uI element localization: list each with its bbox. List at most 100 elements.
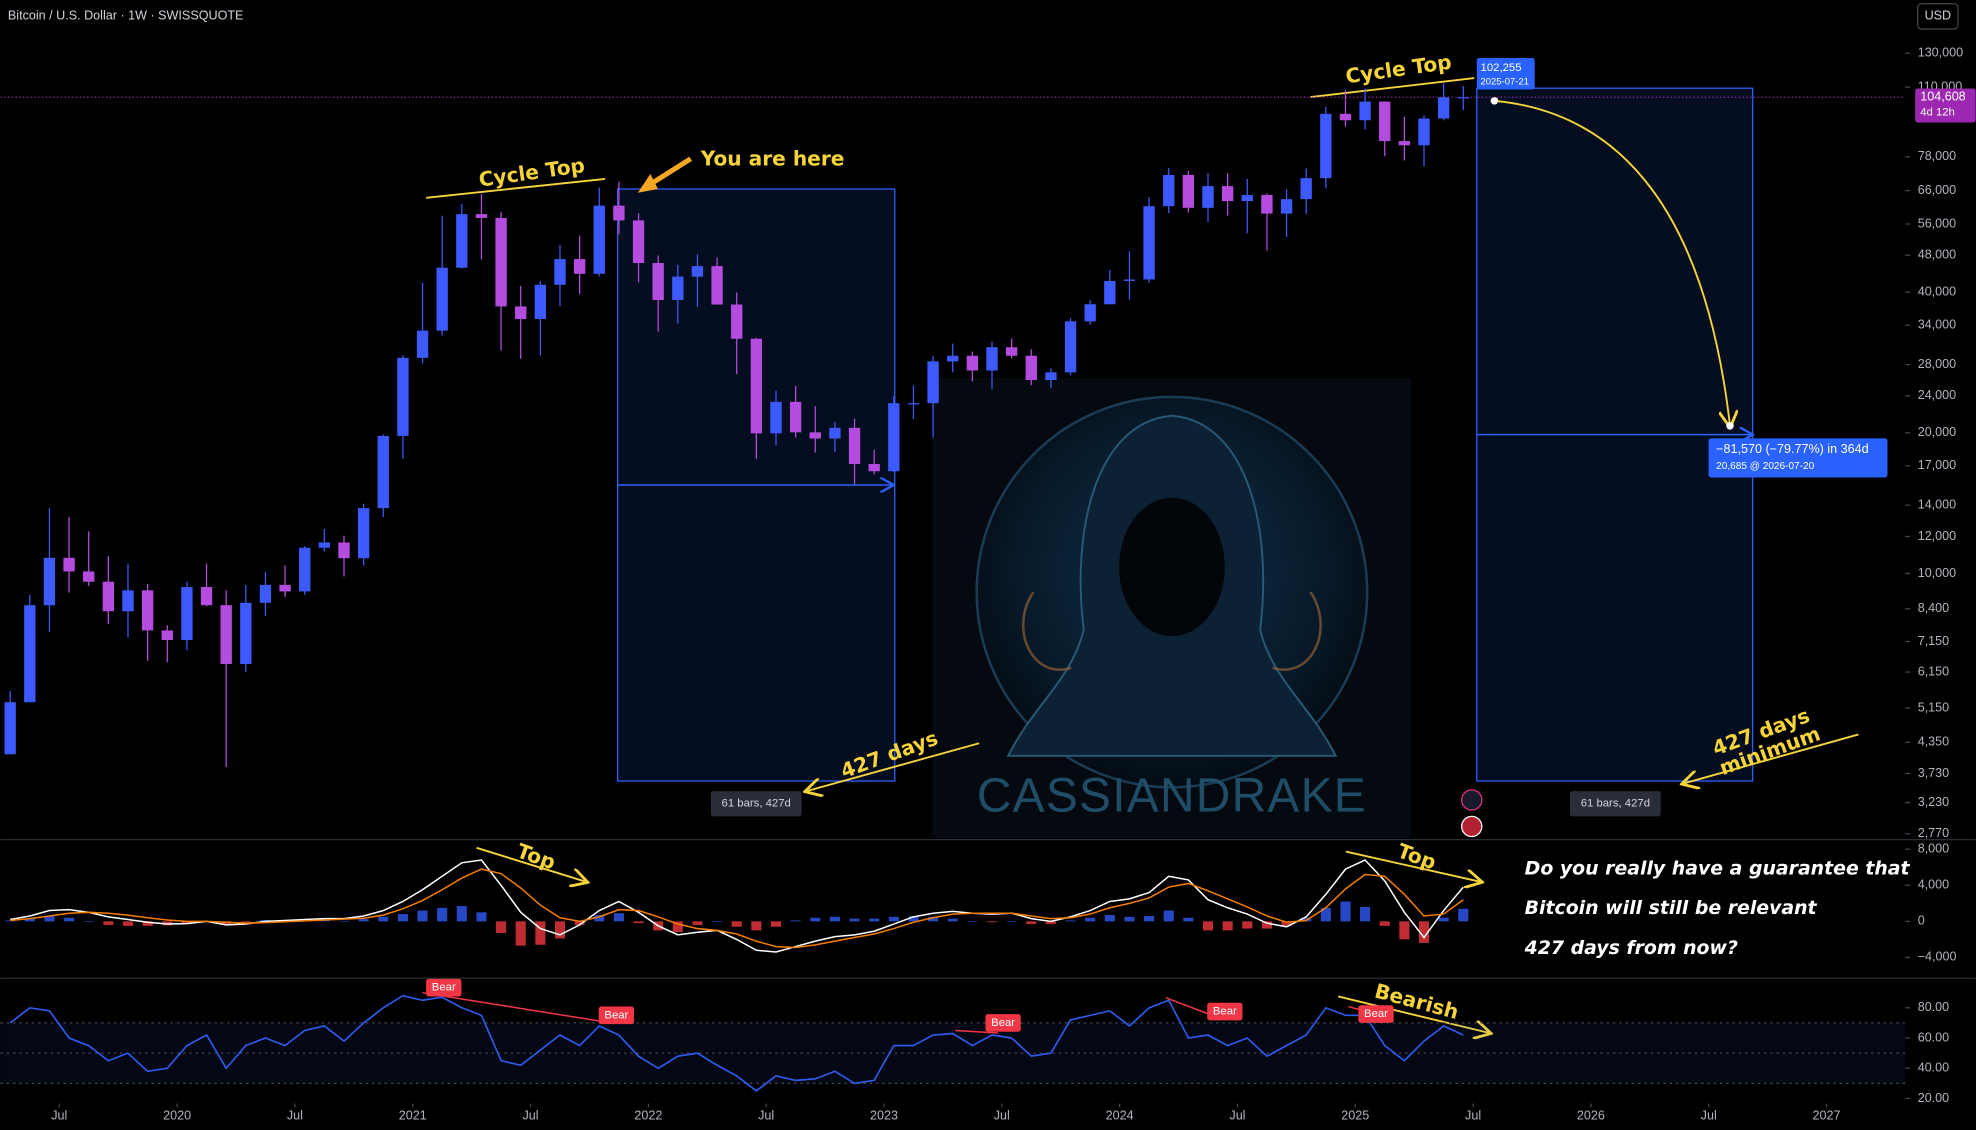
y-tick-label: 8,000: [1918, 842, 1949, 856]
histogram-bar: [810, 917, 821, 922]
histogram-bar: [181, 921, 192, 924]
histogram-bar: [594, 915, 605, 922]
measure-start-box: [1476, 57, 1535, 90]
y-tick-label: 0: [1918, 914, 1925, 928]
histogram-bar: [496, 921, 507, 934]
candle-body: [927, 361, 939, 404]
commentary-line: Do you really have a guarantee that: [1525, 858, 1911, 880]
histogram-bar: [378, 916, 389, 922]
currency-button[interactable]: [1917, 3, 1959, 30]
histogram-bar: [1104, 915, 1115, 922]
candle-body: [1418, 118, 1430, 146]
divergence-tag: [426, 978, 462, 997]
histogram-bar: [1242, 921, 1253, 929]
y-tick-label: 5,150: [1918, 700, 1949, 714]
histogram-bar: [633, 921, 644, 924]
y-tick-label: 4,350: [1918, 735, 1949, 749]
histogram-bar: [44, 915, 55, 922]
histogram-bar: [574, 921, 585, 925]
histogram-bar: [1026, 921, 1037, 925]
event-icon[interactable]: [1461, 789, 1483, 811]
candle-body: [1398, 141, 1411, 146]
divergence-line: [955, 1029, 999, 1034]
macd-line: [10, 868, 1464, 949]
divergence-tag: [1358, 1005, 1394, 1023]
y-tick-label: 40,000: [1918, 285, 1956, 299]
range-label-box: [1570, 791, 1661, 817]
histogram-bar: [1085, 917, 1096, 922]
y-tick-label: 3,730: [1918, 766, 1949, 780]
measure-start-date: 2025-07-21: [1481, 76, 1529, 87]
commentary-line: Bitcoin will still be relevant: [1525, 897, 1818, 919]
candle-body: [1064, 321, 1077, 373]
histogram-bar: [770, 921, 782, 927]
histogram-bar: [731, 921, 742, 927]
candle-body: [829, 427, 841, 439]
candle-body: [672, 276, 684, 300]
x-tick-label: Jul: [51, 1108, 67, 1122]
candle-body: [240, 602, 252, 664]
curve-end: [1726, 422, 1734, 430]
candle-body: [652, 263, 664, 300]
range-label-box: [710, 791, 802, 817]
histogram-bar: [240, 921, 251, 923]
candle-body: [1202, 186, 1214, 208]
event-icon[interactable]: [1461, 815, 1483, 838]
range-label: 61 bars, 427d: [1581, 798, 1650, 810]
y-tick-label: 66,000: [1918, 183, 1956, 197]
y-tick-label: 2,770: [1918, 826, 1949, 840]
histogram-bar: [829, 916, 840, 922]
histogram-bar: [535, 921, 546, 945]
histogram-bar: [1301, 917, 1312, 922]
divergence-tag: [985, 1014, 1021, 1032]
histogram-bar: [790, 920, 801, 922]
histogram-bar: [1320, 907, 1331, 922]
x-tick-label: Jul: [522, 1108, 538, 1122]
annotation: You are here: [700, 146, 845, 170]
histogram-bar: [1418, 921, 1430, 943]
histogram-bar: [1183, 917, 1194, 922]
histogram-bar: [1144, 915, 1155, 922]
histogram-bar: [103, 921, 114, 925]
candle-body: [377, 435, 389, 509]
candle-body: [299, 547, 311, 592]
candle-body: [613, 205, 625, 221]
candle-body: [357, 508, 370, 559]
rsi-line: [9, 994, 1464, 1092]
watermark-text: CASSIANDRAKE: [977, 769, 1367, 822]
candle-body: [122, 590, 134, 612]
currency-label[interactable]: USD: [1925, 9, 1952, 23]
candle-body: [4, 702, 16, 755]
curve-start: [1490, 97, 1499, 105]
histogram-bar: [1281, 921, 1292, 926]
candle-body: [456, 214, 468, 268]
x-tick-label: 2023: [870, 1108, 898, 1122]
x-tick-label: Jul: [287, 1108, 303, 1122]
y-tick-label: 56,000: [1918, 216, 1956, 230]
candle-body: [338, 542, 350, 559]
histogram-bar: [142, 921, 153, 926]
x-tick-label: 2021: [399, 1108, 427, 1122]
y-tick-label: −4,000: [1918, 950, 1957, 964]
candle-body: [1182, 175, 1195, 208]
y-tick-label: 60.00: [1918, 1030, 1949, 1044]
countdown: 4d 12h: [1920, 106, 1955, 118]
candle-body: [888, 403, 900, 472]
histogram-bar: [692, 921, 703, 925]
last-price-box: [1915, 88, 1976, 123]
x-tick-label: 2026: [1577, 1108, 1605, 1122]
histogram-bar: [1124, 916, 1135, 922]
candle-body: [43, 557, 56, 606]
candle-body: [141, 590, 154, 631]
y-tick-label: 7,150: [1918, 634, 1949, 648]
y-tick-label: 8,400: [1918, 601, 1949, 615]
y-tick-label: 130,000: [1918, 46, 1963, 60]
x-tick-label: Jul: [1465, 1108, 1481, 1122]
histogram-bar: [986, 921, 998, 923]
y-tick-label: 14,000: [1918, 498, 1956, 512]
histogram-bar: [24, 918, 35, 922]
pointer-arrow-head: [637, 173, 658, 193]
histogram-bar: [1202, 921, 1214, 931]
y-tick-label: 17,000: [1918, 458, 1956, 472]
candle-body: [534, 284, 547, 320]
